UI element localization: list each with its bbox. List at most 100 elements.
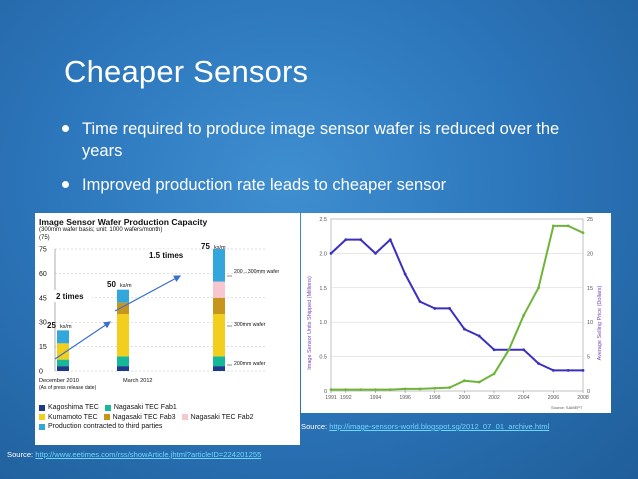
- series-point: [566, 368, 570, 372]
- series-point: [551, 368, 555, 372]
- bar-y-tick: 45: [39, 295, 47, 302]
- series-point: [418, 300, 422, 303]
- x-tick-label: 1992: [340, 395, 352, 401]
- figure-title: Image Sensor Wafer Production Capacity: [39, 217, 208, 227]
- source-right: Source: http://image-sensors-world.blogs…: [301, 422, 549, 431]
- bar-segment: [117, 289, 129, 303]
- right-y-tick: 10: [587, 320, 593, 326]
- label-25-unit: ks/m: [60, 324, 72, 330]
- x-tick-label: 2008: [577, 395, 589, 401]
- series-point: [492, 372, 496, 376]
- series-point: [359, 388, 363, 392]
- slide-title: Cheaper Sensors: [64, 54, 309, 89]
- growth-2x-label: 2 times: [56, 292, 84, 301]
- wafer-200-label: 200mm wafer: [234, 361, 266, 367]
- wafer-200-300-label: 200→300mm wafer: [234, 269, 280, 275]
- bar-y-tick: 30: [39, 320, 47, 327]
- bar-annotations: 2 times 1.5 times 25 ks/m 50 ks/m 75 ks/…: [39, 242, 280, 391]
- series-point: [581, 231, 585, 235]
- series-point: [374, 252, 377, 255]
- series-point: [522, 313, 526, 317]
- series-point: [344, 238, 348, 242]
- legend-label: Nagasaki TEC Fab2: [190, 413, 254, 421]
- growth-1.5x-label: 1.5 times: [149, 251, 184, 260]
- right-y-tick: 15: [587, 286, 593, 292]
- series-point: [403, 272, 407, 276]
- legend-label: Production contracted to third parties: [48, 423, 163, 431]
- legend-label: Nagasaki TEC Fab1: [113, 404, 177, 412]
- figure-subtitle: (300mm wafer basis; unit: 1000 wafers/mo…: [39, 227, 163, 233]
- source-prefix: Source:: [301, 422, 330, 431]
- source-link-right[interactable]: http://image-sensors-world.blogspot.sg/2…: [329, 422, 550, 431]
- series-point: [463, 379, 466, 383]
- series-point: [448, 307, 451, 310]
- right-y-tick: 5: [587, 355, 590, 361]
- line-chart: 0 0.5 1.0 1.5 2.0 2.5 0 5 10 15 20 25 1991 1992 1994 19…: [307, 217, 603, 410]
- bar-segment: [57, 366, 69, 371]
- label-50-unit: ks/m: [120, 283, 132, 289]
- figure-units: (75): [39, 235, 50, 241]
- series-point: [374, 388, 377, 392]
- legend-swatch: [104, 404, 111, 411]
- date-1-label: December 2010: [39, 378, 79, 384]
- bar-segment: [117, 302, 129, 315]
- bar-y-tick: 15: [39, 344, 47, 351]
- left-y-tick: 1.0: [319, 320, 327, 326]
- bullet-item: Improved production rate leads to cheape…: [62, 174, 582, 196]
- bullet-text: Improved production rate leads to cheape…: [82, 176, 447, 194]
- series-point: [359, 238, 363, 242]
- bullet-icon: [62, 125, 69, 132]
- date-1-note: (As of press release date): [39, 385, 97, 391]
- series-point: [433, 386, 437, 390]
- series-point: [551, 224, 555, 228]
- series-point: [418, 387, 422, 391]
- left-y-tick: 2.5: [319, 217, 327, 223]
- wafer-300-label: 300mm wafer: [234, 322, 266, 328]
- left-y-tick: 0.5: [319, 355, 327, 361]
- right-y-tick: 0: [587, 389, 590, 395]
- legend-swatch: [39, 404, 45, 411]
- bar-segment: [213, 249, 225, 282]
- legend-label: Nagasaki TEC Fab3: [112, 413, 176, 421]
- series-point: [492, 348, 496, 352]
- bullet-icon: [62, 181, 69, 188]
- series-point: [388, 238, 392, 242]
- series-point: [477, 380, 481, 384]
- source-link-left[interactable]: http://www.eetimes.com/rss/showArticle.j…: [35, 450, 262, 459]
- bar-segment: [213, 297, 225, 315]
- left-y-tick: 2.0: [319, 251, 327, 257]
- series-point: [477, 334, 481, 338]
- series-point: [433, 307, 437, 310]
- x-tick-label: 2006: [548, 395, 560, 401]
- legend-swatch: [39, 423, 45, 430]
- legend-swatch: [39, 414, 45, 421]
- right-axis-title: Average Selling Price (Dollars): [597, 285, 603, 360]
- bar-segment: [213, 356, 225, 367]
- series-point: [329, 252, 333, 255]
- series-point: [507, 348, 511, 352]
- right-y-tick: 20: [587, 251, 593, 257]
- x-tick-label: 2002: [488, 395, 500, 401]
- shipments-price-figure: 0 0.5 1.0 1.5 2.0 2.5 0 5 10 15 20 25 1991 1992 1994 19…: [301, 213, 611, 413]
- source-left: Source: http://www.eetimes.com/rss/showA…: [7, 450, 261, 459]
- series-point: [537, 286, 540, 290]
- bar-segment: [117, 314, 129, 357]
- bar-y-tick: 75: [39, 247, 47, 254]
- bar-segment: [213, 314, 225, 357]
- stacked-bar-chart: 0 15 30 45 60 75 2 times 1.5 times 25 ks/m 50…: [39, 242, 280, 391]
- bar-segment: [117, 366, 129, 371]
- bullet-list: Time required to produce image sensor wa…: [62, 118, 582, 208]
- label-25: 25: [47, 321, 56, 330]
- series-point: [403, 387, 407, 391]
- bar-segment: [213, 281, 225, 298]
- production-capacity-figure: Image Sensor Wafer Production Capacity (…: [35, 213, 300, 445]
- chart-credit: Source: SAMEPT: [551, 405, 583, 410]
- bar-segment: [117, 356, 129, 367]
- x-tick-label: 1994: [370, 395, 382, 401]
- legend-swatch: [103, 414, 110, 421]
- left-y-tick: 1.5: [319, 286, 327, 292]
- bullet-text: Time required to produce image sensor wa…: [82, 120, 560, 160]
- series-point: [463, 327, 466, 331]
- series-line: [331, 224, 584, 391]
